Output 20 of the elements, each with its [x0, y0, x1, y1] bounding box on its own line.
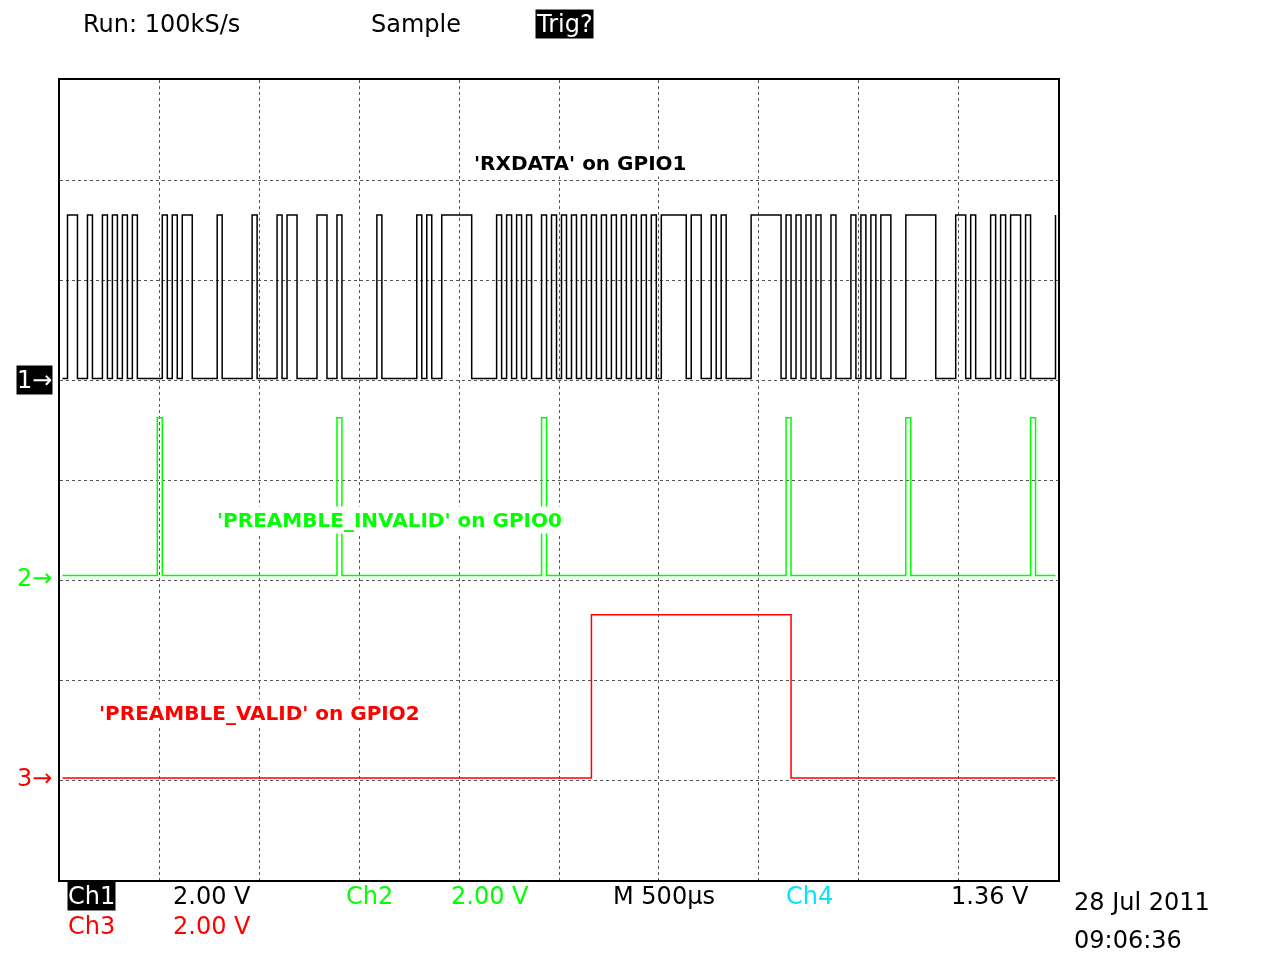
text: 2.00 V — [173, 882, 252, 910]
text: Ch3 — [68, 912, 116, 940]
text: Trig? — [536, 10, 593, 38]
text: 1→ — [17, 366, 53, 394]
text: Sample — [371, 10, 461, 38]
text: 09:06:36 — [1074, 926, 1182, 954]
text: 'PREAMBLE_VALID' on GPIO2 — [99, 701, 420, 725]
text: M 500µs — [613, 882, 715, 910]
text: 'RXDATA' on GPIO1 — [474, 151, 687, 175]
text: 2.00 V — [173, 912, 252, 940]
series-label: 'PREAMBLE_INVALID' on GPIO0 — [217, 508, 562, 532]
text: Ch1 — [68, 882, 116, 910]
text: Ch2 — [346, 882, 394, 910]
text: Ch4 — [786, 882, 834, 910]
text: 2.00 V — [451, 882, 530, 910]
text: 2→ — [17, 564, 53, 592]
text: 1.36 V — [951, 882, 1030, 910]
text: Run: 100kS/s — [83, 10, 241, 38]
text: 3→ — [17, 764, 53, 792]
text: 28 Jul 2011 — [1074, 888, 1210, 916]
